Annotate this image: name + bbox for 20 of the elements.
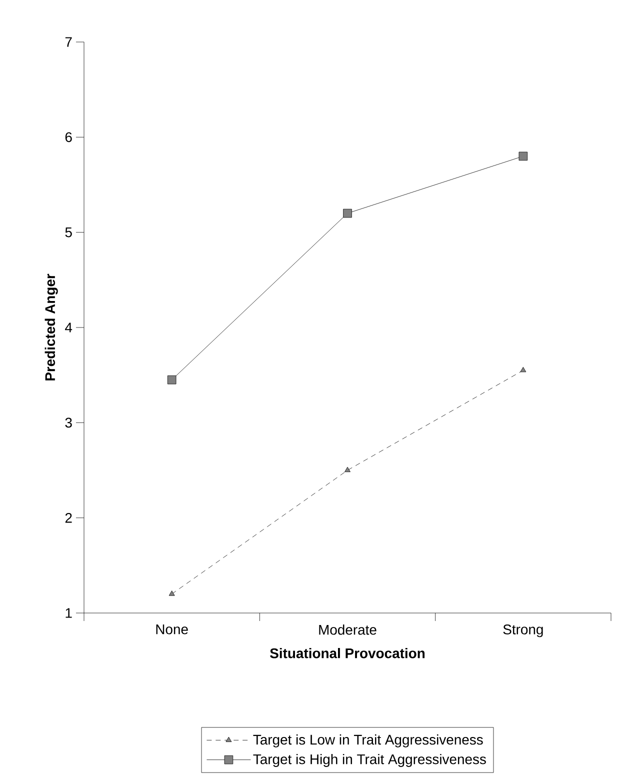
- x-tick-label: Strong: [503, 624, 543, 638]
- point: [343, 208, 352, 218]
- y-tick-label: 5: [65, 227, 72, 238]
- x-tick-label: None: [156, 624, 188, 634]
- y-tick-label: 1: [66, 608, 72, 618]
- y-axis-title: Predicted Anger: [44, 274, 58, 380]
- y-tick-label: 7: [65, 37, 72, 47]
- point: [520, 366, 526, 372]
- y-tick-label: 3: [65, 418, 72, 428]
- point: [344, 466, 350, 472]
- legend-label: Target is High in Trait Aggressiveness: [253, 754, 486, 767]
- point: [167, 375, 176, 384]
- x-tick-label: Moderate: [319, 624, 376, 635]
- y-tick-label: 4: [65, 322, 72, 332]
- y-tick-label: 6: [65, 132, 72, 142]
- point: [168, 590, 175, 596]
- y-tick-label: 2: [65, 512, 72, 523]
- x-axis-title: Situational Provocation: [270, 648, 425, 658]
- point: [518, 152, 528, 161]
- legend-label: Target is Low in Trait Aggressiveness: [253, 734, 483, 748]
